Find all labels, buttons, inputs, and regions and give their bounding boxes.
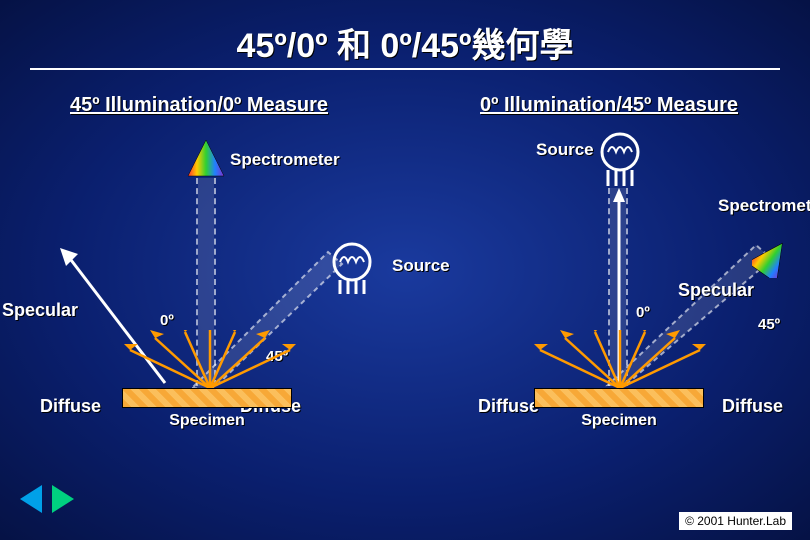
nav-prev-icon[interactable] (20, 485, 42, 513)
slide-title: 45º/0º 和 0º/45º幾何學 (0, 18, 810, 67)
right-angle-0: 0º (636, 304, 650, 321)
left-source-label: Source (392, 256, 450, 276)
left-heading: 45º Illumination/0º Measure (70, 94, 328, 117)
right-diffuse-fan (520, 330, 720, 390)
right-spectrometer-label: Spectrometer (718, 196, 810, 216)
right-source-bulb (590, 130, 650, 190)
right-spectrometer-prism (752, 238, 792, 278)
title-underline (30, 68, 780, 70)
left-specimen-bar (122, 388, 292, 408)
left-diffuse-fan (110, 330, 310, 390)
left-spectrometer-prism (186, 138, 226, 178)
left-source-bulb (322, 236, 382, 296)
right-heading: 0º Illumination/45º Measure (480, 94, 738, 117)
right-specular-label: Specular (678, 280, 754, 301)
left-angle-0: 0º (160, 312, 174, 329)
nav-buttons (20, 485, 80, 518)
left-diffuse-l: Diffuse (40, 396, 101, 417)
left-specular-label: Specular (2, 300, 78, 321)
right-source-label: Source (536, 140, 594, 160)
right-diffuse-r: Diffuse (722, 396, 783, 417)
right-diffuse-l: Diffuse (478, 396, 539, 417)
left-specimen-label: Specimen (122, 412, 292, 430)
left-spectrometer-label: Spectrometer (230, 150, 340, 170)
nav-next-icon[interactable] (52, 485, 74, 513)
right-specimen-label: Specimen (534, 412, 704, 430)
copyright-label: © 2001 Hunter.Lab (679, 512, 792, 530)
right-angle-45: 45º (758, 316, 780, 333)
right-specimen-bar (534, 388, 704, 408)
